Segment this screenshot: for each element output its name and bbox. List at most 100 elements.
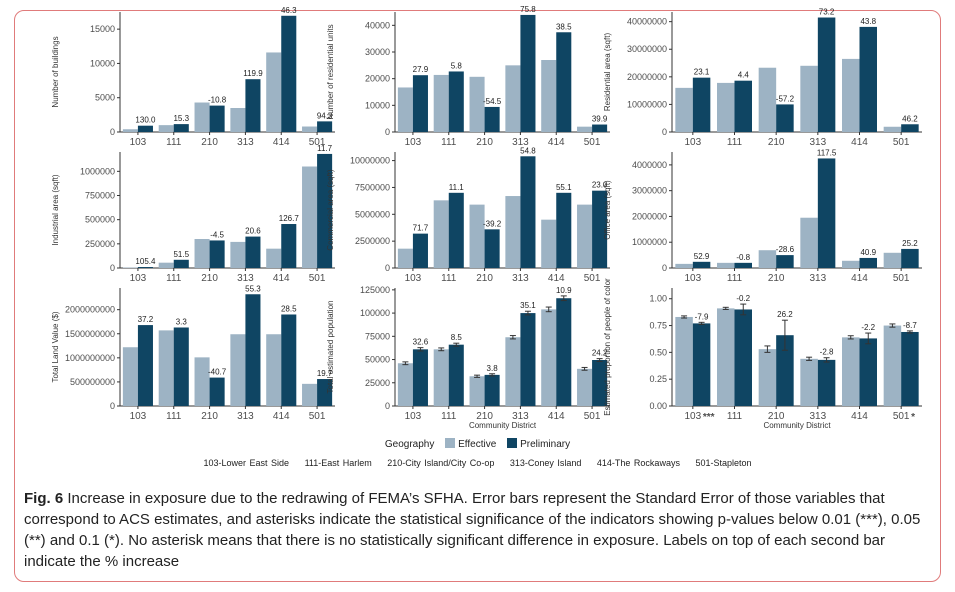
x-tick-label: 210	[768, 273, 785, 284]
x-tick-label: 111	[727, 137, 743, 148]
bar-effective	[433, 74, 449, 132]
bar-preliminary	[776, 335, 794, 406]
data-label: 15.3	[173, 114, 189, 123]
x-tick-label: 501	[584, 411, 601, 422]
bar-preliminary	[484, 374, 500, 406]
x-tick-label: 501	[893, 273, 910, 284]
bar-preliminary	[412, 75, 428, 132]
bar-preliminary	[173, 259, 189, 268]
panel-5: 0 2500000 5000000 7500000 10000000 Commercial…	[326, 146, 610, 284]
y-tick-label: 2000000000	[65, 305, 115, 315]
y-tick-label: 1000000000	[65, 353, 115, 363]
data-label: -54.5	[483, 97, 502, 106]
bar-preliminary	[817, 158, 836, 268]
bar-effective	[842, 260, 860, 268]
data-label: 43.8	[860, 17, 876, 26]
x-tick-label: 501	[584, 273, 601, 284]
bar-effective	[842, 337, 860, 406]
x-tick-label: 313	[809, 411, 826, 422]
bar-preliminary	[817, 359, 836, 406]
data-label: 40.9	[860, 248, 876, 257]
data-label: 11.7	[317, 144, 333, 153]
bar-effective	[302, 383, 318, 406]
bar-preliminary	[776, 104, 794, 132]
bar-preliminary	[859, 338, 877, 406]
bar-effective	[883, 325, 902, 406]
x-tick-label: 111	[166, 411, 182, 422]
bar-preliminary	[901, 124, 919, 132]
data-label: 38.5	[556, 22, 572, 31]
data-label: -0.8	[736, 253, 750, 262]
bar-preliminary	[520, 14, 536, 132]
bar-preliminary	[317, 379, 333, 406]
bar-effective	[158, 125, 174, 132]
data-label: -39.2	[483, 219, 502, 228]
data-label: 94.3	[317, 111, 333, 120]
x-tick-label: 414	[851, 273, 868, 284]
bar-effective	[541, 309, 557, 406]
x-tick-label: 103	[405, 137, 422, 148]
x-tick-label: 210	[201, 137, 218, 148]
y-tick-label: 750000	[85, 191, 115, 201]
y-axis-title: Total Land Value ($)	[51, 311, 60, 382]
data-label: 37.2	[138, 315, 154, 324]
x-tick-label: 501	[584, 137, 601, 148]
district-key-item: 501-Stapleton	[695, 458, 752, 468]
x-tick-label: 414	[273, 137, 290, 148]
x-tick-label: 414	[548, 137, 565, 148]
data-label: -4.5	[210, 230, 224, 239]
y-tick-label: 0.75	[649, 321, 667, 331]
bar-effective	[842, 58, 860, 132]
bar-effective	[883, 252, 902, 268]
x-tick-label: 414	[851, 411, 868, 422]
bar-preliminary	[412, 349, 428, 406]
data-label: -40.7	[208, 368, 227, 377]
x-tick-label: 414	[548, 273, 565, 284]
bar-effective	[158, 262, 174, 268]
y-axis-title: Total estimated population	[326, 301, 335, 394]
bar-effective	[397, 248, 413, 268]
data-label: 51.5	[173, 250, 189, 259]
bar-effective	[194, 102, 210, 132]
legend: Geography Effective Preliminary	[0, 438, 955, 450]
y-tick-label: 40000000	[627, 17, 667, 27]
district-key-item: 111-East Harlem	[304, 458, 372, 468]
y-tick-label: 0	[110, 127, 115, 137]
y-tick-label: 10000000	[627, 99, 667, 109]
bar-preliminary	[245, 79, 261, 132]
y-tick-label: 0	[385, 127, 390, 137]
data-label: -0.2	[736, 294, 750, 303]
x-tick-label: 103	[684, 411, 701, 422]
y-tick-label: 1500000000	[65, 329, 115, 339]
x-tick-label: 501	[309, 137, 326, 148]
data-label: 32.6	[413, 338, 429, 347]
bar-effective	[800, 217, 818, 268]
y-axis-title: Number of residential units	[326, 24, 335, 119]
x-tick-label: 313	[512, 273, 529, 284]
data-label: 10.9	[556, 286, 572, 295]
y-tick-label: 1.00	[649, 294, 667, 304]
x-tick-label: 414	[851, 137, 868, 148]
bar-effective	[302, 126, 318, 132]
bar-effective	[122, 129, 138, 132]
data-label: 23.1	[694, 68, 710, 77]
data-label: 27.9	[413, 65, 429, 74]
bar-preliminary	[173, 124, 189, 132]
x-tick-label: 103	[130, 273, 147, 284]
bar-effective	[230, 334, 246, 406]
bar-preliminary	[592, 190, 608, 268]
y-tick-label: 20000	[365, 74, 390, 84]
y-tick-label: 1000000	[632, 237, 667, 247]
chart-grid: 0 5000 10000 15000 Number of buildings 130.0 1…	[51, 5, 922, 430]
bar-preliminary	[776, 255, 794, 268]
bar-preliminary	[817, 17, 836, 132]
bar-effective	[158, 330, 174, 406]
legend-label-effective: Effective	[458, 439, 497, 450]
bar-preliminary	[173, 327, 189, 406]
bar-effective	[758, 250, 777, 268]
legend-label-preliminary: Preliminary	[520, 439, 571, 450]
bar-effective	[469, 204, 485, 268]
bar-effective	[577, 368, 593, 406]
x-axis-title: Community District	[763, 421, 831, 430]
y-axis-title: Estimated proportion of people of color	[603, 278, 612, 416]
